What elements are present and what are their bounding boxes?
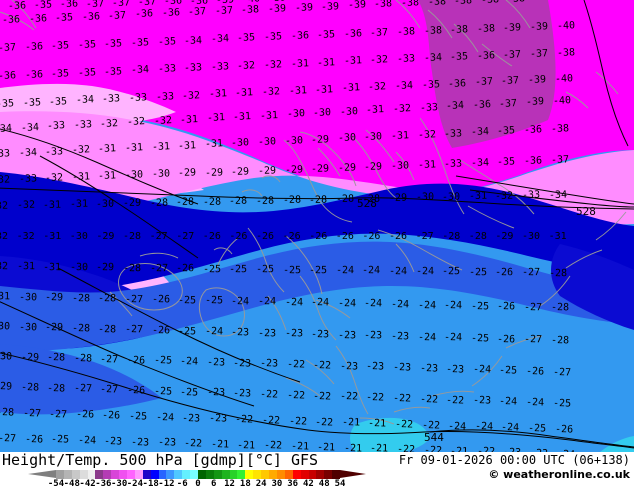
copyright-notice: © weatheronline.co.uk xyxy=(488,468,630,481)
height-contours xyxy=(0,0,634,449)
scale-tick: 12 xyxy=(224,479,235,489)
scale-swatch xyxy=(56,470,64,479)
scale-high-arrow xyxy=(340,470,366,478)
coastlines xyxy=(0,0,627,425)
scale-swatch xyxy=(332,470,341,479)
scale-tick: -24 xyxy=(126,479,144,489)
scale-tick: 54 xyxy=(334,479,346,489)
scale-swatch xyxy=(150,470,159,479)
scale-swatch xyxy=(127,470,135,479)
scale-tick: 24 xyxy=(255,479,267,489)
scale-low-arrow xyxy=(28,470,56,478)
scale-swatch xyxy=(300,470,309,479)
scale-swatch xyxy=(213,470,222,479)
scale-swatch xyxy=(261,470,270,479)
scale-swatch xyxy=(292,470,301,479)
scale-tick: -6 xyxy=(176,479,188,489)
scale-tick: 6 xyxy=(211,479,217,489)
scale-tick: 18 xyxy=(239,479,251,489)
color-scale[interactable]: -54 -48 -42 -36 -30 -24 -18 -12 -6 0 6 12 18 24 30 36 42… xyxy=(28,470,368,490)
scale-swatch xyxy=(245,470,254,479)
scale-swatch xyxy=(269,470,277,479)
scale-swatch xyxy=(63,470,72,479)
scale-tick: -54 xyxy=(47,479,65,489)
map-footer: Height/Temp. 500 hPa [gdmp][°C] GFS Fr 0… xyxy=(0,452,634,490)
scale-swatch xyxy=(308,470,317,479)
scale-swatch xyxy=(119,470,128,479)
scale-swatch xyxy=(276,470,285,479)
scale-tick: -30 xyxy=(110,479,128,489)
scale-tick: 48 xyxy=(318,479,330,489)
scale-swatch xyxy=(134,470,143,479)
scale-swatches xyxy=(56,470,341,479)
band-cyan-edge-se xyxy=(600,436,634,452)
scale-swatch xyxy=(111,470,120,479)
map-graphics xyxy=(0,0,634,452)
product-title: Height/Temp. 500 hPa [gdmp][°C] GFS xyxy=(2,451,319,469)
scale-tick: -42 xyxy=(79,479,96,489)
scale-tick-labels: -54 -48 -42 -36 -30 -24 -18 -12 -6 0 6 12 18 24 30 36 42… xyxy=(28,479,368,490)
scale-swatch xyxy=(205,470,214,479)
scale-swatch xyxy=(253,470,262,479)
forecast-map[interactable]: -36-35-36-37-37-37-36-36-39-40-39-36-36-… xyxy=(0,0,634,452)
temperature-shading xyxy=(0,0,634,452)
scale-swatch xyxy=(198,470,206,479)
scale-swatch xyxy=(158,470,167,479)
scale-tick: 36 xyxy=(287,479,299,489)
scale-tick: -12 xyxy=(158,479,175,489)
scale-swatch xyxy=(79,470,88,479)
scale-tick: -36 xyxy=(95,479,112,489)
band-cyan-patch xyxy=(350,417,430,452)
scale-tick: 42 xyxy=(303,479,314,489)
scale-swatch xyxy=(103,470,112,479)
scale-swatch xyxy=(284,470,293,479)
scale-swatch xyxy=(71,470,80,479)
scale-swatch xyxy=(95,470,104,479)
scale-tick: 0 xyxy=(195,479,201,489)
scale-tick: 30 xyxy=(271,479,283,489)
band-blue-mid-sw xyxy=(0,344,162,415)
band-blue-dark-right xyxy=(551,244,634,330)
scale-swatch xyxy=(182,470,191,479)
scale-swatch xyxy=(324,470,333,479)
scale-swatch xyxy=(166,470,175,479)
scale-swatch xyxy=(221,470,230,479)
scale-swatch xyxy=(174,470,183,479)
scale-tick: -18 xyxy=(142,479,159,489)
scale-swatch xyxy=(142,470,151,479)
scale-tick: -48 xyxy=(63,479,80,489)
band-blue-mid xyxy=(0,241,634,352)
scale-swatch xyxy=(316,470,325,479)
band-magenta-purple xyxy=(418,0,556,148)
scale-swatch xyxy=(87,470,96,479)
scale-swatch xyxy=(229,470,238,479)
valid-time-stamp: Fr 09-01-2026 00:00 UTC (06+138) xyxy=(398,453,630,467)
scale-swatch xyxy=(237,470,246,479)
scale-swatch xyxy=(190,470,199,479)
